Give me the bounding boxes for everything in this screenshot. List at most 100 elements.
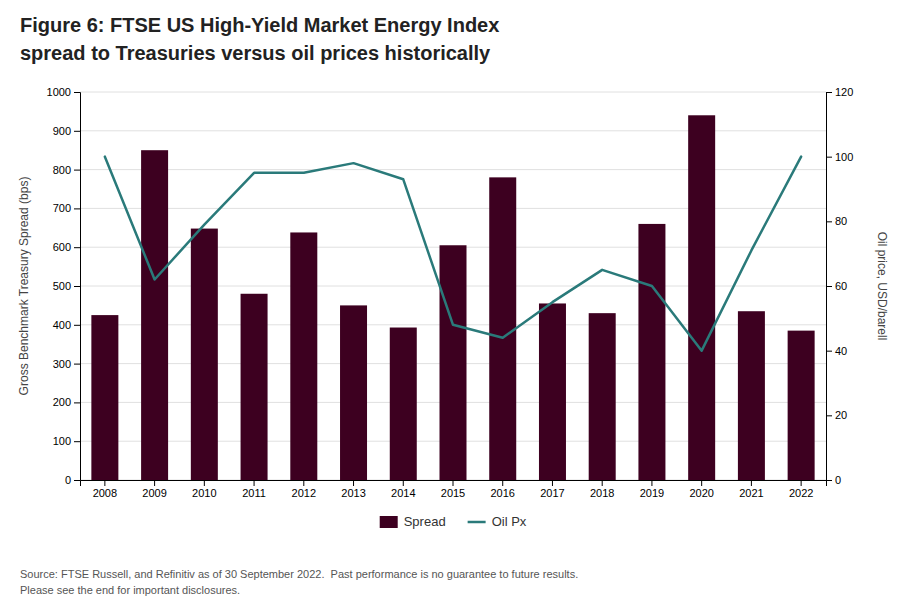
tick: 2016 bbox=[490, 480, 514, 499]
tick-label: 2010 bbox=[192, 487, 216, 499]
tick-label: 900 bbox=[53, 125, 71, 137]
tick: 700 bbox=[53, 202, 80, 214]
legend-swatch bbox=[468, 521, 486, 524]
bar bbox=[738, 311, 765, 480]
tick-mark bbox=[74, 208, 80, 209]
tick: 40 bbox=[826, 345, 847, 357]
tick: 600 bbox=[53, 241, 80, 253]
tick-label: 20 bbox=[835, 409, 847, 421]
tick: 2008 bbox=[93, 480, 117, 499]
tick-mark bbox=[826, 157, 832, 158]
tick-mark bbox=[74, 480, 80, 481]
tick-mark bbox=[254, 480, 255, 486]
tick-mark bbox=[303, 480, 304, 486]
y-axis: 01002003004005006007008009001000 bbox=[47, 86, 81, 486]
tick-label: 2008 bbox=[93, 487, 117, 499]
tick: 2009 bbox=[142, 480, 166, 499]
tick: 0 bbox=[826, 474, 841, 486]
tick-mark bbox=[104, 480, 105, 486]
tick: 900 bbox=[53, 125, 80, 137]
tick-mark bbox=[353, 480, 354, 486]
tick: 1000 bbox=[47, 86, 80, 98]
tick-mark bbox=[826, 480, 832, 481]
tick: 2015 bbox=[441, 480, 465, 499]
tick-label: 2019 bbox=[640, 487, 664, 499]
tick-mark bbox=[801, 480, 802, 486]
tick-label: 2017 bbox=[540, 487, 564, 499]
tick-label: 300 bbox=[53, 358, 71, 370]
tick-label: 500 bbox=[53, 280, 71, 292]
tick: 2018 bbox=[590, 480, 614, 499]
tick: 2019 bbox=[640, 480, 664, 499]
tick-mark bbox=[204, 480, 205, 486]
tick-mark bbox=[74, 441, 80, 442]
bar bbox=[290, 232, 317, 480]
tick: 500 bbox=[53, 280, 80, 292]
x-axis: 2008200920102011201220132014201520162017… bbox=[81, 480, 827, 499]
legend-item: Oil Px bbox=[468, 514, 527, 529]
annotation: Source: FTSE Russell, and Refinitiv as o… bbox=[20, 568, 578, 580]
tick: 120 bbox=[826, 86, 853, 98]
tick: 20 bbox=[826, 409, 847, 421]
tick-mark bbox=[403, 480, 404, 486]
bar bbox=[688, 115, 715, 480]
legend-label: Oil Px bbox=[492, 514, 527, 529]
legend-item: Spread bbox=[380, 514, 446, 529]
tick-mark bbox=[74, 402, 80, 403]
tick-mark bbox=[74, 170, 80, 171]
bar bbox=[91, 315, 118, 480]
bar bbox=[191, 229, 218, 480]
tick-label: 2021 bbox=[739, 487, 763, 499]
tick: 2012 bbox=[292, 480, 316, 499]
tick-mark bbox=[453, 480, 454, 486]
legend-swatch bbox=[380, 516, 398, 528]
tick-mark bbox=[826, 286, 832, 287]
tick-mark bbox=[74, 131, 80, 132]
tick-label: 2015 bbox=[441, 487, 465, 499]
tick: 2022 bbox=[789, 480, 813, 499]
tick-label: 200 bbox=[53, 396, 71, 408]
tick-label: 2020 bbox=[689, 487, 713, 499]
legend: Spread Oil Px bbox=[380, 514, 527, 529]
tick-label: 2018 bbox=[590, 487, 614, 499]
line bbox=[105, 157, 801, 351]
tick-label: 700 bbox=[53, 202, 71, 214]
tick: 300 bbox=[53, 358, 80, 370]
tick-mark bbox=[826, 92, 832, 93]
y2-axis: 020406080100120 bbox=[826, 86, 853, 486]
tick: 400 bbox=[53, 319, 80, 331]
bar bbox=[788, 331, 815, 480]
tick-mark bbox=[154, 480, 155, 486]
annotation: Please see the end for important disclos… bbox=[20, 584, 240, 596]
tick: 100 bbox=[53, 435, 80, 447]
tick-label: 2022 bbox=[789, 487, 813, 499]
bar bbox=[141, 150, 168, 480]
y2-axis-title: Oil price, USD/barell bbox=[875, 232, 889, 341]
tick: 2014 bbox=[391, 480, 415, 499]
tick-mark bbox=[826, 351, 832, 352]
bar bbox=[489, 177, 516, 480]
tick-label: 2016 bbox=[490, 487, 514, 499]
axis-domain bbox=[74, 93, 81, 481]
tick-mark bbox=[502, 480, 503, 486]
bar-series bbox=[91, 115, 814, 480]
tick: 100 bbox=[826, 151, 853, 163]
legend-label: Spread bbox=[404, 514, 446, 529]
tick: 2010 bbox=[192, 480, 216, 499]
tick-mark bbox=[651, 480, 652, 486]
tick-mark bbox=[74, 325, 80, 326]
tick-label: 2011 bbox=[242, 487, 266, 499]
tick: 2021 bbox=[739, 480, 763, 499]
subtitle: spread to Treasuries versus oil prices h… bbox=[20, 42, 491, 64]
tick-mark bbox=[701, 480, 702, 486]
tick-mark bbox=[74, 286, 80, 287]
chart: Figure 6: FTSE US High-Yield Market Ener… bbox=[0, 0, 906, 608]
tick-mark bbox=[552, 480, 553, 486]
bar bbox=[539, 303, 566, 480]
tick-mark bbox=[74, 364, 80, 365]
marks bbox=[91, 115, 814, 480]
tick-label: 40 bbox=[835, 345, 847, 357]
tick: 2020 bbox=[689, 480, 713, 499]
tick-label: 80 bbox=[835, 215, 847, 227]
tick-label: 0 bbox=[65, 474, 71, 486]
